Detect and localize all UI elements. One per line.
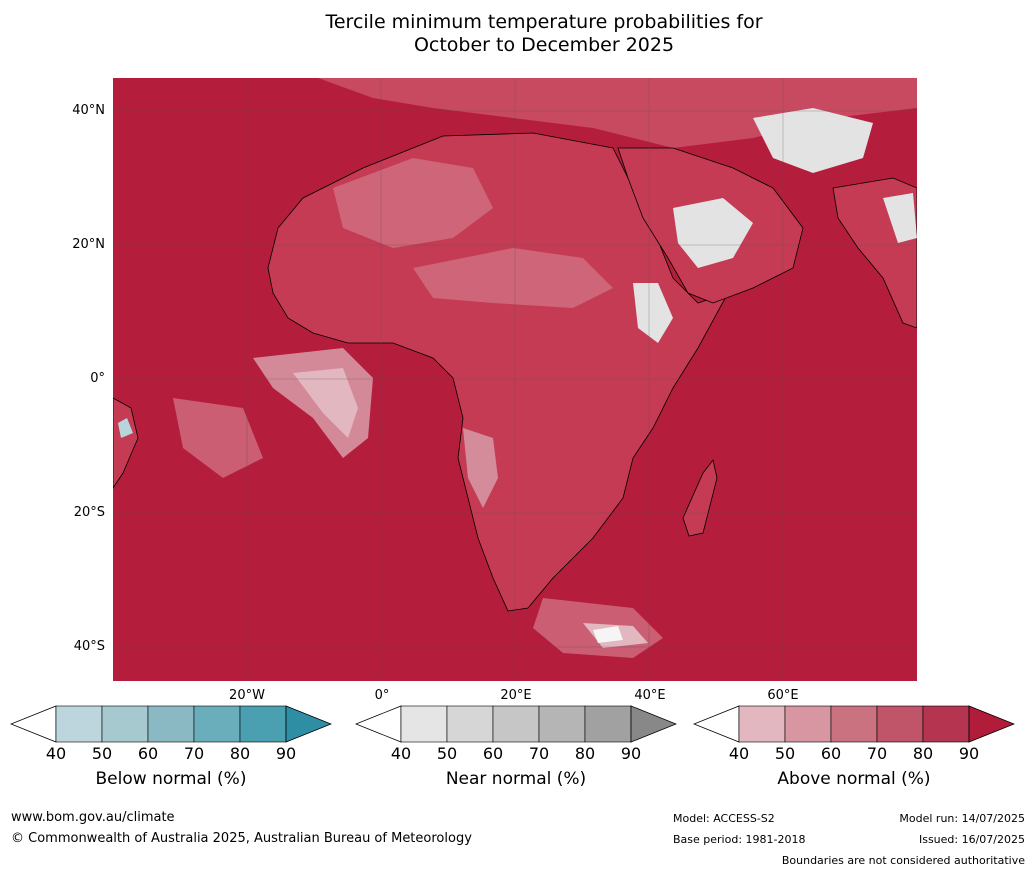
model-run-text: Model run: 14/07/2025: [899, 812, 1025, 825]
colorbar-near-seg-4: [538, 705, 586, 743]
colorbar-near-arrow-right: [630, 705, 678, 743]
madagascar-landmass: [682, 459, 718, 537]
lat-label-40n: 40°N: [72, 103, 105, 118]
colorbar-above-seg-3: [830, 705, 878, 743]
colorbar-above-seg-2: [784, 705, 832, 743]
colorbar-below-seg-3: [147, 705, 195, 743]
colorbar-below-seg-5: [239, 705, 287, 743]
colorbar-above-seg-5: [922, 705, 970, 743]
near-normal-label: Near normal (%): [445, 769, 587, 789]
above-normal-label: Above normal (%): [777, 769, 931, 789]
disclaimer-text: Boundaries are not considered authoritat…: [781, 854, 1025, 867]
near-tick-60: 60: [482, 744, 504, 763]
above-tick-90: 90: [958, 744, 980, 763]
near-tick-40: 40: [390, 744, 412, 763]
colorbar-below-arrow-left: [9, 705, 57, 743]
lon-label-60e: 60°E: [767, 688, 799, 703]
above-tick-80: 80: [912, 744, 934, 763]
above-tick-50: 50: [774, 744, 796, 763]
near-tick-70: 70: [528, 744, 550, 763]
arabia-near-normal: [673, 198, 753, 268]
near-tick-50: 50: [436, 744, 458, 763]
sahara-patch: [333, 158, 493, 248]
colorbar-below-seg-2: [101, 705, 149, 743]
lat-label-20s: 20°S: [73, 505, 105, 520]
colorbar-below-arrow-right: [285, 705, 333, 743]
colorbar-above-normal-svg: [692, 705, 1016, 743]
namibia-patch: [463, 428, 498, 508]
colorbar-above-arrow-right: [968, 705, 1016, 743]
colorbar-near-seg-2: [446, 705, 494, 743]
below-tick-90: 90: [275, 744, 297, 763]
colorbar-below-normal-svg: [9, 705, 333, 743]
southern-near-normal: [593, 626, 623, 643]
chart-title: Tercile minimum temperature probabilitie…: [0, 11, 1035, 57]
gridlines: [113, 78, 917, 681]
colorbar-above-seg-4: [876, 705, 924, 743]
copyright-text: © Commonwealth of Australia 2025, Austra…: [11, 831, 472, 846]
africa-landmass: [267, 132, 729, 612]
title-line-2: October to December 2025: [413, 34, 675, 56]
lat-label-0: 0°: [90, 371, 105, 386]
colorbar-above-arrow-left: [692, 705, 740, 743]
sahel-patch: [413, 248, 613, 308]
colorbar-near-seg-1: [400, 705, 448, 743]
colorbar-below-normal: [9, 705, 333, 747]
below-tick-60: 60: [137, 744, 159, 763]
above-tick-60: 60: [820, 744, 842, 763]
probability-map: [113, 78, 917, 681]
bom-url-link[interactable]: www.bom.gov.au/climate: [11, 810, 175, 825]
india-near-normal: [883, 193, 917, 243]
lat-label-20n: 20°N: [72, 237, 105, 252]
lat-label-40s: 40°S: [73, 639, 105, 654]
south-america-below-normal: [118, 418, 133, 438]
colorbar-near-normal-svg: [354, 705, 678, 743]
colorbar-near-normal: [354, 705, 678, 747]
lon-label-40e: 40°E: [634, 688, 666, 703]
below-normal-label: Below normal (%): [95, 769, 247, 789]
near-tick-80: 80: [574, 744, 596, 763]
colorbar-near-arrow-left: [354, 705, 402, 743]
above-tick-40: 40: [728, 744, 750, 763]
lon-label-0: 0°: [374, 688, 390, 703]
lon-label-20w: 20°W: [229, 688, 265, 703]
colorbar-below-seg-4: [193, 705, 241, 743]
colorbar-above-normal: [692, 705, 1016, 747]
below-tick-50: 50: [91, 744, 113, 763]
colorbar-above-seg-1: [738, 705, 786, 743]
colorbar-below-seg-1: [55, 705, 103, 743]
colorbar-near-seg-5: [584, 705, 632, 743]
below-tick-70: 70: [183, 744, 205, 763]
map-canvas: [113, 78, 917, 681]
colorbar-near-seg-3: [492, 705, 540, 743]
model-text: Model: ACCESS-S2: [673, 812, 775, 825]
title-line-1: Tercile minimum temperature probabilitie…: [325, 11, 763, 33]
south-america-landmass: [113, 397, 139, 489]
atlantic-inner: [293, 368, 358, 438]
issued-text: Issued: 16/07/2025: [918, 833, 1025, 846]
lon-label-20e: 20°E: [500, 688, 532, 703]
above-tick-70: 70: [866, 744, 888, 763]
below-tick-80: 80: [229, 744, 251, 763]
horn-near-normal: [633, 283, 673, 343]
below-tick-40: 40: [45, 744, 67, 763]
south-atlantic-patch: [173, 398, 263, 478]
near-tick-90: 90: [620, 744, 642, 763]
base-period-text: Base period: 1981-2018: [673, 833, 806, 846]
